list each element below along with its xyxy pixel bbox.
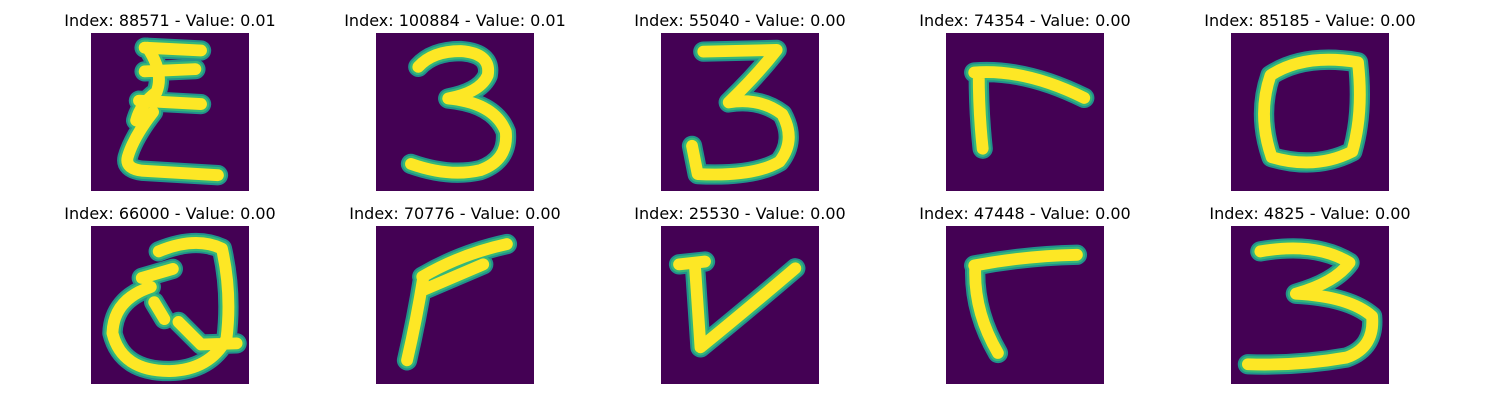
- image-title: Index: 70776 - Value: 0.00: [349, 204, 561, 223]
- image-cell: Index: 47448 - Value: 0.00: [905, 203, 1145, 388]
- image-cell: Index: 88571 - Value: 0.01: [50, 10, 290, 195]
- image-title: Index: 47448 - Value: 0.00: [919, 204, 1131, 223]
- digit-image: [91, 226, 249, 384]
- digit-stroke: [106, 237, 243, 377]
- digit-stroke: [968, 66, 1091, 155]
- image-cell: Index: 70776 - Value: 0.00: [335, 203, 575, 388]
- image-title: Index: 4825 - Value: 0.00: [1209, 204, 1411, 223]
- image-title: Index: 74354 - Value: 0.00: [919, 11, 1131, 30]
- digit-image: [946, 226, 1104, 384]
- image-cell: Index: 100884 - Value: 0.01: [335, 10, 575, 195]
- image-title: Index: 25530 - Value: 0.00: [634, 204, 846, 223]
- digit-image: [661, 226, 819, 384]
- image-cell: Index: 74354 - Value: 0.00: [905, 10, 1145, 195]
- digit-image: [661, 33, 819, 191]
- image-cell: Index: 85185 - Value: 0.00: [1190, 10, 1430, 195]
- digit-image: [1231, 33, 1389, 191]
- image-title: Index: 55040 - Value: 0.00: [634, 11, 846, 30]
- digit-stroke: [968, 248, 1083, 359]
- image-cell: Index: 55040 - Value: 0.00: [620, 10, 860, 195]
- digit-stroke: [405, 45, 512, 179]
- digit-stroke: [673, 255, 802, 354]
- image-title: Index: 66000 - Value: 0.00: [64, 204, 276, 223]
- digit-stroke: [1258, 53, 1366, 169]
- image-title: Index: 85185 - Value: 0.00: [1204, 11, 1416, 30]
- image-cell: Index: 66000 - Value: 0.00: [50, 203, 290, 388]
- digit-image: [946, 33, 1104, 191]
- image-cell: Index: 25530 - Value: 0.00: [620, 203, 860, 388]
- digit-image: [376, 33, 534, 191]
- image-cell: Index: 4825 - Value: 0.00: [1190, 203, 1430, 388]
- digit-stroke: [121, 41, 224, 182]
- digit-stroke: [1242, 242, 1379, 371]
- digit-stroke: [686, 44, 795, 181]
- image-title: Index: 88571 - Value: 0.01: [64, 11, 276, 30]
- digit-image: [376, 226, 534, 384]
- digit-stroke: [401, 238, 513, 367]
- digit-image: [1231, 226, 1389, 384]
- image-title: Index: 100884 - Value: 0.01: [344, 11, 566, 30]
- digit-image: [91, 33, 249, 191]
